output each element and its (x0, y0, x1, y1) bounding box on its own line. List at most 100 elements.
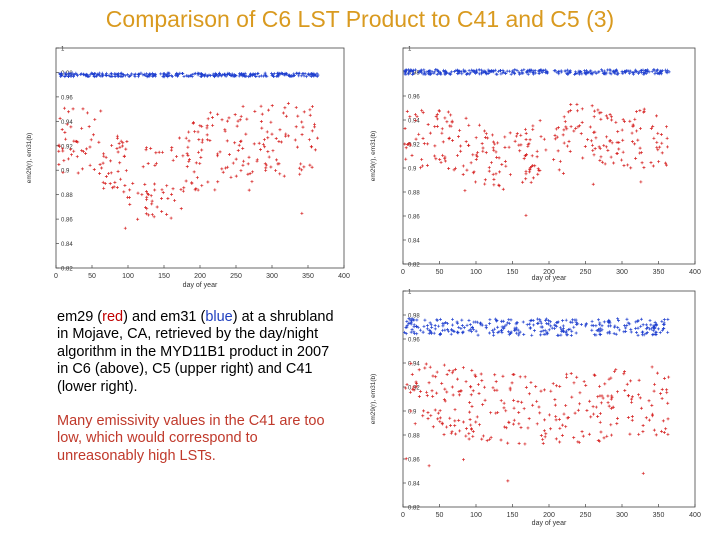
data-point (598, 326, 602, 330)
data-point (564, 331, 568, 335)
data-point (313, 125, 317, 129)
data-point (519, 426, 523, 430)
data-point (225, 73, 229, 77)
data-point (662, 376, 666, 380)
data-point (516, 328, 520, 332)
data-point (431, 425, 435, 429)
data-point (499, 399, 503, 403)
data-point (473, 373, 477, 377)
data-point (166, 196, 170, 200)
x-tick-label: 50 (88, 273, 96, 280)
data-point (275, 74, 279, 78)
data-point (432, 70, 436, 74)
data-point (483, 398, 487, 402)
data-point (666, 330, 670, 334)
data-point (171, 187, 175, 191)
data-point (479, 323, 483, 327)
data-point (606, 116, 610, 120)
data-point (667, 375, 671, 379)
data-point (471, 389, 475, 393)
data-point (308, 108, 312, 112)
x-tick-label: 200 (194, 273, 206, 280)
data-point (586, 138, 590, 142)
data-point (511, 69, 515, 73)
data-point (642, 107, 646, 111)
data-point (603, 162, 607, 166)
data-point (207, 73, 211, 77)
data-point (530, 154, 534, 158)
data-point (630, 140, 634, 144)
data-point (494, 411, 498, 415)
data-point (107, 172, 111, 176)
data-point (281, 111, 285, 115)
data-point (128, 202, 132, 206)
data-point (263, 162, 267, 166)
data-point (464, 140, 468, 144)
data-point (433, 323, 437, 327)
y-tick-label: 0.86 (408, 215, 420, 221)
data-point (430, 325, 434, 329)
data-point (146, 162, 150, 166)
data-point (531, 318, 535, 322)
data-point (405, 325, 409, 329)
data-point (474, 136, 478, 140)
data-point (613, 324, 617, 328)
data-point (442, 398, 446, 402)
data-point (419, 71, 423, 75)
data-point (591, 405, 595, 409)
data-point (423, 318, 427, 322)
data-point (517, 422, 521, 426)
data-point (497, 156, 501, 160)
data-point (150, 199, 154, 203)
data-point (234, 174, 238, 178)
data-point (249, 73, 253, 77)
data-point (494, 172, 498, 176)
data-point (641, 471, 645, 475)
data-point (457, 418, 461, 422)
data-point (616, 416, 620, 420)
data-point (256, 71, 260, 75)
data-point (201, 73, 205, 77)
data-point (279, 140, 283, 144)
x-tick-label: 0 (54, 273, 58, 280)
data-point (513, 139, 517, 143)
data-point (596, 395, 600, 399)
data-point (455, 153, 459, 157)
data-point (493, 142, 497, 146)
data-point (417, 71, 421, 75)
caption: em29 (red) and em31 (blue) at a shrublan… (57, 309, 342, 482)
data-point (507, 145, 511, 149)
data-point (584, 72, 588, 76)
data-point (523, 375, 527, 379)
data-point (458, 128, 462, 132)
data-point (658, 145, 662, 149)
data-point (415, 318, 419, 322)
data-point (251, 170, 255, 174)
data-point (493, 373, 497, 377)
data-point (451, 139, 455, 142)
data-point (175, 155, 179, 159)
data-point (429, 329, 433, 333)
data-point (247, 188, 251, 192)
data-point (593, 373, 597, 377)
data-point (603, 72, 607, 76)
data-point (464, 72, 468, 76)
data-point (259, 104, 263, 108)
data-point (524, 385, 528, 389)
data-point (540, 70, 544, 74)
data-point (599, 117, 603, 121)
data-point (88, 145, 92, 149)
data-point (446, 110, 450, 114)
data-point (630, 418, 634, 422)
data-point (112, 185, 116, 189)
data-point (310, 129, 314, 133)
data-point (468, 401, 472, 405)
data-point (531, 127, 535, 131)
data-point (270, 132, 274, 136)
data-point (629, 330, 633, 334)
data-point (479, 372, 483, 376)
data-point (481, 403, 485, 407)
data-point (456, 377, 460, 381)
y-tick-label: 0.98 (408, 314, 420, 320)
data-point (600, 68, 604, 72)
